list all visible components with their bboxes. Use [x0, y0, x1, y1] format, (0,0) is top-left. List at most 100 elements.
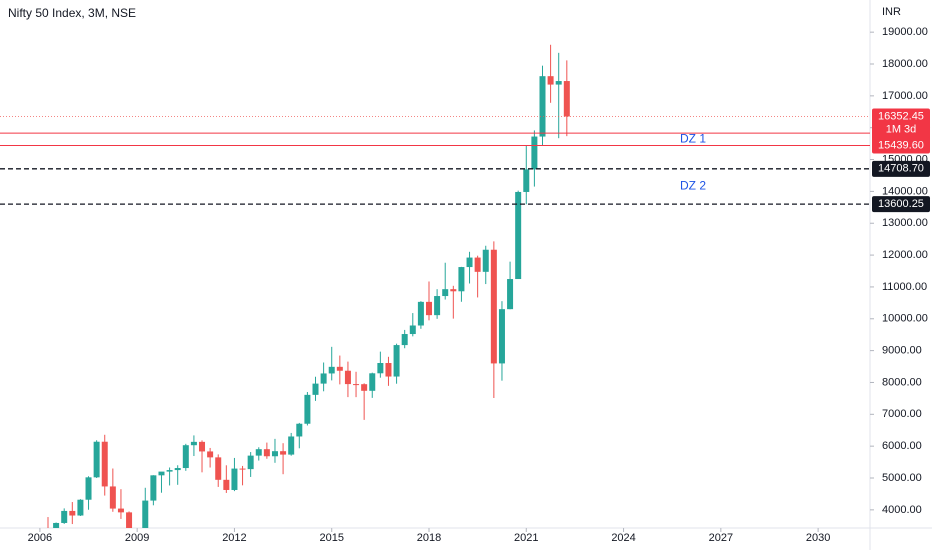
price-label: 15439.60 — [878, 139, 924, 151]
candle-body — [539, 76, 546, 137]
y-tick-label: 13000.00 — [882, 217, 928, 229]
candle-body — [61, 510, 68, 523]
candle-body — [271, 451, 278, 457]
candle-body — [117, 508, 124, 513]
y-tick-label: 5000.00 — [882, 472, 922, 484]
candle-body — [239, 468, 246, 470]
y-tick-label: 9000.00 — [882, 345, 922, 357]
candle-body — [328, 366, 335, 374]
candle-body — [555, 81, 562, 85]
candle-body — [93, 441, 100, 478]
candle-body — [531, 136, 538, 170]
candle-body — [547, 76, 554, 85]
candle-body — [474, 257, 481, 272]
plot-area — [47, 44, 570, 528]
candle-body — [304, 394, 311, 424]
candle-body — [507, 279, 514, 310]
x-tick-label: 2006 — [28, 532, 52, 544]
zone-label: DZ 2 — [680, 179, 706, 193]
candle-body — [401, 334, 408, 346]
candle-body — [296, 423, 303, 437]
candle-body — [231, 468, 238, 490]
y-tick-label: 18000.00 — [882, 58, 928, 70]
y-tick-label: 17000.00 — [882, 90, 928, 102]
candle-body — [450, 289, 457, 292]
last-price-box — [872, 108, 930, 138]
candle-body — [255, 449, 262, 456]
candle-body — [53, 522, 60, 528]
y-tick-label: 4000.00 — [882, 504, 922, 516]
candle-body — [369, 373, 376, 391]
candle-body — [482, 249, 489, 272]
price-label-box — [872, 137, 930, 154]
candle-body — [182, 445, 189, 469]
candle-body — [361, 384, 368, 391]
candle-body — [434, 296, 441, 316]
candle-body — [247, 455, 254, 470]
x-tick-label: 2009 — [125, 532, 149, 544]
candle-body — [442, 289, 449, 297]
y-tick-label: 6000.00 — [882, 440, 922, 452]
candle-body — [263, 449, 270, 457]
y-tick-label: 8000.00 — [882, 376, 922, 388]
candle-body — [158, 471, 165, 476]
candle-body — [426, 301, 433, 316]
countdown-label: 1M 3d — [886, 123, 917, 135]
last-price-label: 16352.45 — [878, 110, 924, 122]
candle-body — [207, 451, 214, 458]
candle-body — [466, 257, 473, 268]
candle-body — [344, 370, 351, 385]
candle-body — [280, 451, 287, 455]
price-label: 13600.25 — [878, 198, 924, 210]
candle-body — [490, 249, 497, 364]
candle-body — [199, 441, 206, 452]
candle-body — [77, 499, 84, 516]
candle-body — [142, 500, 149, 528]
candle-body — [109, 486, 116, 509]
x-tick-label: 2012 — [222, 532, 246, 544]
candle-body — [515, 191, 522, 280]
x-tick-label: 2015 — [319, 532, 343, 544]
candle-body — [215, 457, 222, 480]
candle-body — [498, 309, 505, 364]
price-label-box — [872, 196, 930, 213]
candle-body — [288, 436, 295, 455]
candle-body — [223, 479, 230, 490]
candle-body — [377, 363, 384, 374]
candle-body — [409, 325, 416, 335]
y-tick-label: 14000.00 — [882, 185, 928, 197]
x-tick-label: 2030 — [806, 532, 830, 544]
y-tick-label: 19000.00 — [882, 26, 928, 38]
candle-body — [85, 477, 92, 500]
price-label: 14708.70 — [878, 163, 924, 175]
x-tick-label: 2027 — [709, 532, 733, 544]
y-tick-label: 7000.00 — [882, 408, 922, 420]
candle-body — [190, 441, 197, 446]
x-tick-label: 2024 — [611, 532, 635, 544]
candle-body — [523, 169, 530, 192]
candle-body — [69, 510, 76, 516]
candle-body — [458, 267, 465, 292]
x-tick-label: 2018 — [417, 532, 441, 544]
candle-body — [417, 301, 424, 326]
candle-body — [166, 470, 173, 472]
y-tick-label: 11000.00 — [882, 281, 927, 293]
candle-body — [393, 345, 400, 377]
candle-body — [312, 383, 319, 395]
y-tick-label: 12000.00 — [882, 249, 928, 261]
candle-body — [101, 441, 108, 487]
candle-body — [336, 366, 343, 371]
x-tick-label: 2021 — [514, 532, 538, 544]
candle-body — [126, 512, 133, 528]
candle-body — [320, 373, 327, 384]
candle-body — [353, 384, 360, 386]
chart-title: Nifty 50 Index, 3M, NSE — [8, 6, 136, 20]
candle-body — [563, 81, 570, 117]
currency-label: INR — [882, 6, 901, 18]
price-label-box — [872, 160, 930, 177]
candle-body — [174, 468, 181, 471]
y-tick-label: 10000.00 — [882, 313, 928, 325]
